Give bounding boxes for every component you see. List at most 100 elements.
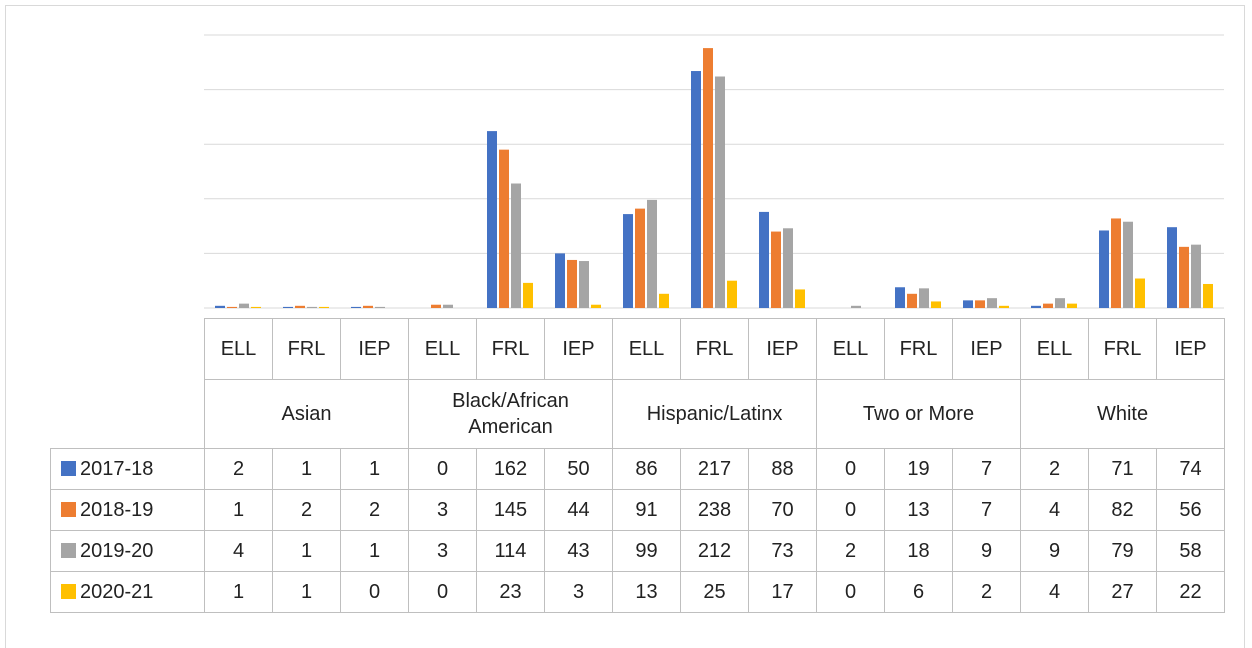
bar: [443, 304, 453, 308]
legend-label: 2019-20: [80, 539, 154, 562]
series-row: 2018-19 1 2 2 3 145 44 91 238 70 0 13 7 4 82 56: [50, 489, 1225, 531]
bar: [319, 306, 329, 308]
legend-entry: 2017-18: [50, 448, 205, 490]
table-value: 9: [1020, 530, 1089, 572]
table-value: 1: [340, 530, 409, 572]
x-tick-label: ELL: [1020, 318, 1089, 380]
bar: [1099, 230, 1109, 308]
table-value: 2: [204, 448, 273, 490]
table-value: 0: [816, 489, 885, 531]
bar: [591, 304, 601, 308]
table-value: 0: [816, 448, 885, 490]
table-value: 2: [272, 489, 341, 531]
bar: [975, 300, 985, 308]
bar: [1111, 218, 1121, 308]
table-value: 0: [408, 448, 477, 490]
table-value: 58: [1156, 530, 1225, 572]
table-value: 18: [884, 530, 953, 572]
bar: [523, 282, 533, 308]
x-tick-label: ELL: [612, 318, 681, 380]
table-value: 217: [680, 448, 749, 490]
bar: [375, 306, 385, 308]
bar: [1191, 244, 1201, 308]
table-value: 1: [272, 571, 341, 613]
table-value: 1: [272, 530, 341, 572]
table-value: 23: [476, 571, 545, 613]
bar: [635, 208, 645, 308]
table-value: 99: [612, 530, 681, 572]
x-tick-label: ELL: [204, 318, 273, 380]
table-value: 2: [952, 571, 1021, 613]
x-tick-label: FRL: [476, 318, 545, 380]
bar: [1179, 246, 1189, 308]
table-value: 13: [884, 489, 953, 531]
x-tick-label: IEP: [952, 318, 1021, 380]
group-label: Hispanic/Latinx: [612, 379, 817, 449]
group-label: Asian: [204, 379, 409, 449]
bar: [239, 303, 249, 308]
legend-entry: 2019-20: [50, 530, 205, 572]
table-value: 4: [1020, 489, 1089, 531]
bar: [487, 131, 497, 308]
table-value: 56: [1156, 489, 1225, 531]
table-value: 27: [1088, 571, 1157, 613]
bar: [251, 306, 261, 308]
table-value: 13: [612, 571, 681, 613]
group-label: White: [1020, 379, 1225, 449]
table-value: 44: [544, 489, 613, 531]
bar: [931, 301, 941, 308]
table-value: 2: [340, 489, 409, 531]
table-value: 86: [612, 448, 681, 490]
bar: [295, 305, 305, 308]
table-value: 19: [884, 448, 953, 490]
table-value: 0: [816, 571, 885, 613]
bar: [555, 253, 565, 308]
table-value: 3: [408, 530, 477, 572]
bar: [963, 300, 973, 308]
bar: [227, 306, 237, 308]
table-value: 74: [1156, 448, 1225, 490]
table-value: 212: [680, 530, 749, 572]
legend-swatch: [61, 460, 76, 476]
table-value: 1: [340, 448, 409, 490]
category-row: ELL FRL IEP ELL FRL IEP ELL FRL IEP ELL FRL IEP ELL F…: [51, 318, 1225, 380]
table-value: 73: [748, 530, 817, 572]
bar: [851, 305, 861, 308]
group-row: Asian Black/African American Hispanic/Lati…: [51, 379, 1225, 449]
table-value: 1: [204, 571, 273, 613]
bar: [659, 293, 669, 308]
x-tick-label: IEP: [340, 318, 409, 380]
bar: [715, 76, 725, 308]
bar: [623, 214, 633, 308]
x-tick-label: IEP: [1156, 318, 1225, 380]
blank-cell: [51, 380, 205, 449]
bar: [579, 261, 589, 308]
table-value: 2: [1020, 448, 1089, 490]
legend-swatch: [61, 501, 76, 517]
x-tick-label: FRL: [1088, 318, 1157, 380]
bar: [691, 71, 701, 308]
table-value: 145: [476, 489, 545, 531]
table-value: 25: [680, 571, 749, 613]
table-value: 0: [340, 571, 409, 613]
legend-entry: 2020-21: [50, 571, 205, 613]
bar: [1123, 221, 1133, 308]
legend-label: 2018-19: [80, 498, 154, 521]
bar: [895, 287, 905, 308]
group-label: Black/African American: [408, 379, 613, 449]
legend-swatch: [61, 542, 76, 558]
table-value: 50: [544, 448, 613, 490]
bar: [1135, 278, 1145, 308]
table-value: 82: [1088, 489, 1157, 531]
blank-cell: [51, 319, 205, 380]
bar: [647, 199, 657, 308]
series-row: 2020-21 1 1 0 0 23 3 13 25 17 0 6 2 4 27 22: [50, 571, 1225, 613]
x-tick-label: FRL: [272, 318, 341, 380]
table-value: 2: [816, 530, 885, 572]
bar: [567, 259, 577, 308]
table-value: 114: [476, 530, 545, 572]
table-value: 3: [408, 489, 477, 531]
table-value: 3: [544, 571, 613, 613]
